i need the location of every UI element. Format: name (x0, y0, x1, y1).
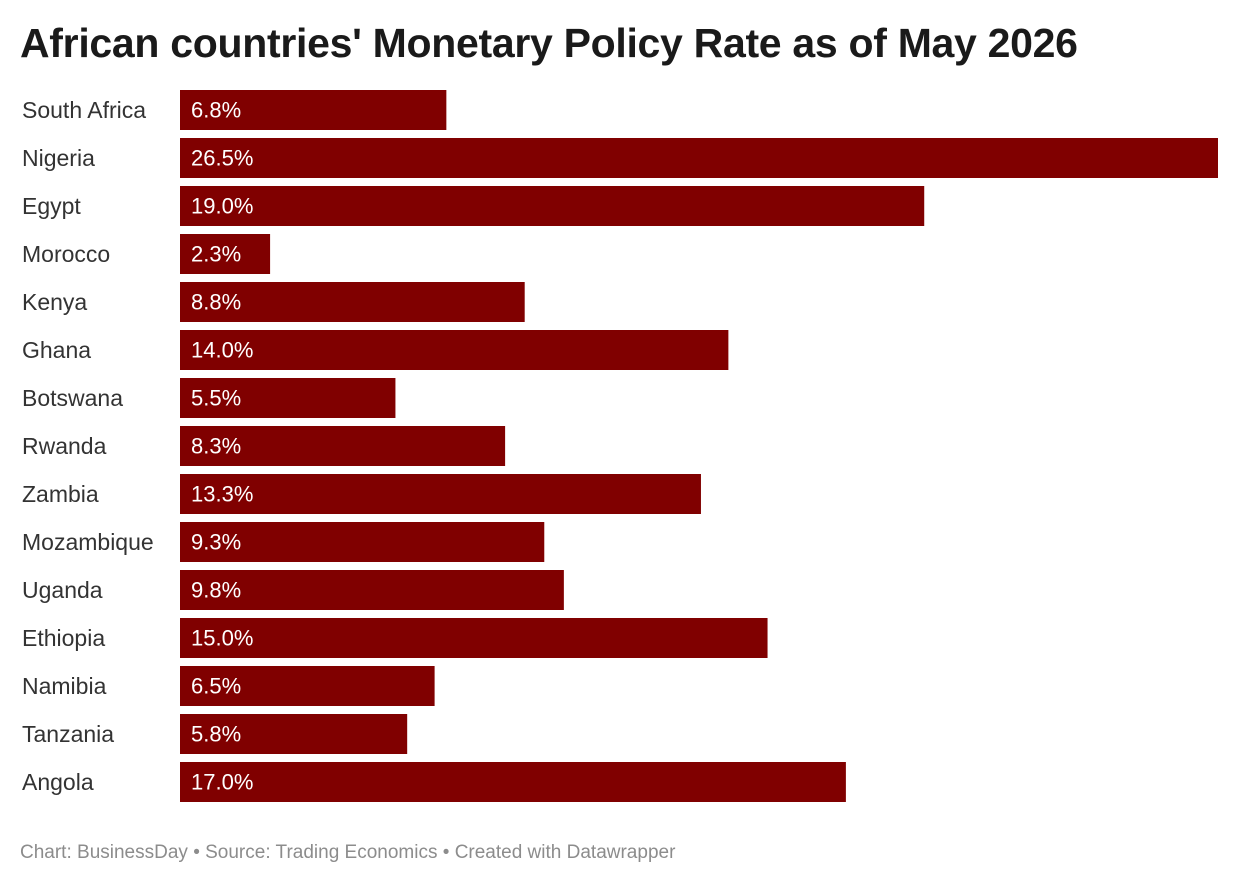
bar-row: Morocco 2.3% (22, 234, 271, 274)
value-label: 5.8% (191, 722, 241, 747)
bar-row: Namibia 6.5% (22, 666, 435, 706)
bar-row: Uganda 9.8% (22, 570, 564, 610)
bar (180, 522, 545, 562)
chart-title: African countries' Monetary Policy Rate … (20, 20, 1078, 66)
bar-row: Botswana 5.5% (22, 378, 396, 418)
bar-row: South Africa 6.8% (22, 90, 447, 130)
bar-row: Ethiopia 15.0% (22, 618, 768, 658)
bar-row: Mozambique 9.3% (22, 522, 545, 562)
bar-chart: South Africa 6.8% Nigeria 26.5% Egypt 19.0% Mo… (22, 90, 1218, 802)
value-label: 9.3% (191, 530, 241, 555)
value-label: 17.0% (191, 770, 253, 795)
category-label: Kenya (22, 289, 87, 315)
category-label: Nigeria (22, 145, 95, 171)
value-label: 8.3% (191, 434, 241, 459)
footer-separator: • (193, 842, 200, 863)
bar (180, 762, 846, 802)
bar (180, 570, 564, 610)
bar (180, 426, 506, 466)
bar (180, 186, 925, 226)
value-label: 15.0% (191, 626, 253, 651)
bar-row: Kenya 8.8% (22, 282, 525, 322)
category-label: Zambia (22, 481, 99, 507)
value-label: 8.8% (191, 290, 241, 315)
bar (180, 330, 729, 370)
category-label: Tanzania (22, 721, 114, 747)
bar-row: Zambia 13.3% (22, 474, 701, 514)
category-label: Ethiopia (22, 625, 105, 651)
bar-row: Tanzania 5.8% (22, 714, 408, 754)
created-with-credit: Created with Datawrapper (454, 842, 676, 863)
category-label: Mozambique (22, 529, 154, 555)
category-label: Botswana (22, 385, 123, 411)
bar (180, 378, 396, 418)
value-label: 5.5% (191, 386, 241, 411)
chart-credit: Chart: BusinessDay (20, 842, 188, 863)
category-label: Rwanda (22, 433, 107, 459)
bar-row: Ghana 14.0% (22, 330, 729, 370)
value-label: 9.8% (191, 578, 241, 603)
category-label: Morocco (22, 241, 110, 267)
bar (180, 90, 447, 130)
category-label: Namibia (22, 673, 107, 699)
value-label: 19.0% (191, 194, 253, 219)
bar (180, 474, 701, 514)
bar-row: Rwanda 8.3% (22, 426, 506, 466)
bar (180, 282, 525, 322)
bar (180, 234, 271, 274)
category-label: Angola (22, 769, 94, 795)
category-label: Uganda (22, 577, 103, 603)
footer-separator: • (442, 842, 450, 863)
category-label: Ghana (22, 337, 91, 363)
bar-row: Angola 17.0% (22, 762, 846, 802)
bar-row: Nigeria 26.5% (22, 138, 1218, 178)
category-label: South Africa (22, 97, 146, 123)
value-label: 6.8% (191, 98, 241, 123)
bar (180, 666, 435, 706)
value-label: 13.3% (191, 482, 253, 507)
bar (180, 138, 1218, 178)
chart-footer: Chart: BusinessDay • Source: Trading Eco… (20, 842, 675, 864)
bar-row: Egypt 19.0% (22, 186, 925, 226)
value-label: 14.0% (191, 338, 253, 363)
bar (180, 618, 768, 658)
value-label: 6.5% (191, 674, 241, 699)
category-label: Egypt (22, 193, 81, 219)
bar (180, 714, 408, 754)
value-label: 2.3% (191, 242, 241, 267)
value-label: 26.5% (191, 146, 253, 171)
source-credit: Source: Trading Economics (205, 842, 438, 863)
